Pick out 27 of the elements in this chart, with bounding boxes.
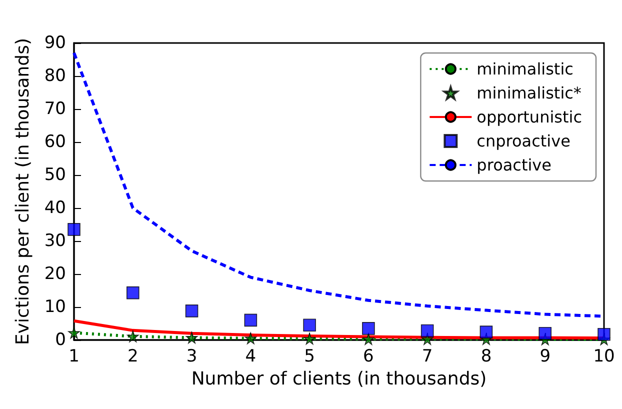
x-tick-label: 4	[245, 346, 256, 366]
y-tick-label: 30	[44, 231, 66, 251]
x-tick-label: 7	[422, 346, 433, 366]
y-tick-label: 10	[44, 297, 66, 317]
y-tick-label: 40	[44, 198, 66, 218]
x-tick-label: 10	[593, 346, 615, 366]
y-tick-label: 60	[44, 132, 66, 152]
x-axis-title: Number of clients (in thousands)	[191, 368, 487, 390]
legend-label: minimalistic	[476, 60, 574, 78]
legend-label: opportunistic	[476, 108, 582, 126]
y-tick-label: 70	[44, 99, 66, 119]
y-tick-label: 50	[44, 165, 66, 185]
x-tick-label: 8	[480, 346, 492, 366]
y-tick-label: 80	[44, 66, 66, 86]
x-tick-label: 1	[68, 346, 80, 366]
legend-label: proactive	[476, 156, 552, 174]
x-tick-label: 2	[127, 346, 138, 366]
legend-label: cnproactive	[476, 132, 570, 150]
x-tick-label: 9	[540, 346, 551, 366]
y-tick-label: 0	[55, 330, 66, 350]
x-tick-label: 6	[363, 346, 374, 366]
x-tick-label: 5	[304, 346, 315, 366]
x-tick-label: 3	[186, 346, 198, 366]
legend-label: minimalistic*	[476, 84, 582, 102]
y-tick-label: 20	[44, 264, 66, 284]
y-tick-label: 90	[44, 33, 66, 53]
y-axis-title: Evictions per client (in thousands)	[12, 38, 34, 345]
